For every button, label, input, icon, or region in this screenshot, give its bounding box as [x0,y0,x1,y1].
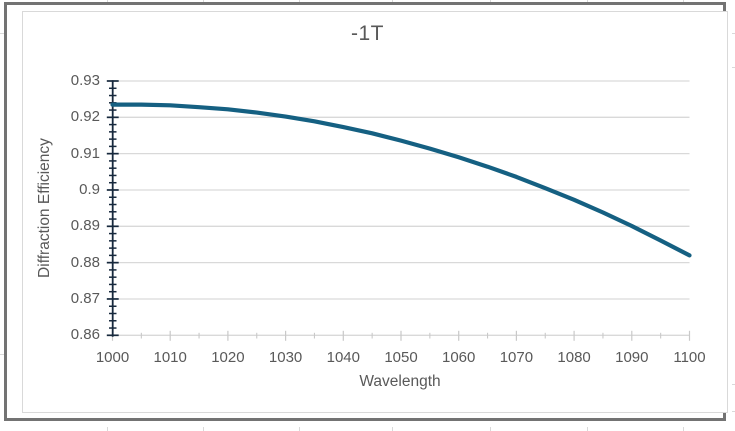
sheet-gridline-stub [683,427,684,431]
y-tick-label: 0.88 [70,253,100,271]
sheet-gridline-stub [587,427,588,431]
x-tick-label: 1060 [442,349,476,366]
sheet-gridline-stub [732,33,735,34]
sheet-gridline-stub [0,33,4,34]
y-tick-label: 0.91 [70,144,100,162]
sheet-gridline-stub [732,67,735,68]
y-tick-label: 0.93 [70,72,100,89]
y-tick-label: 0.89 [70,217,100,235]
x-tick-label: 1000 [95,349,130,366]
y-tick-label: 0.9 [79,180,100,198]
sheet-gridline-stub [587,0,588,2]
sheet-gridline-stub [683,0,684,2]
x-tick-label: 1090 [615,349,649,366]
y-tick-label: 0.87 [70,289,100,307]
x-tick-label: 1010 [153,349,187,366]
sheet-gridline-stub [490,427,491,431]
sheet-gridline-stub [107,0,108,2]
sheet-gridline-stub [490,0,491,2]
sheet-gridline-stub [107,427,108,431]
sheet-gridline-stub [299,0,300,2]
sheet-gridline-stub [203,427,204,431]
sheet-gridline-stub [732,411,735,412]
x-tick-label: 1070 [499,349,534,366]
x-tick-label: 1050 [384,349,418,366]
x-tick-label: 1030 [268,349,303,366]
y-tick-label: 0.86 [70,326,100,344]
x-tick-label: 1080 [557,349,591,366]
sheet-gridline-stub [299,427,300,431]
sheet-gridline-stub [203,0,204,2]
sheet-gridline-stub [392,427,393,431]
chart-plot-border [22,11,728,413]
x-axis-title: Wavelength [359,373,441,390]
sheet-gridline-stub [732,384,735,385]
sheet-gridline-stub [0,354,4,355]
sheet-gridline-stub [392,0,393,2]
y-tick-label: 0.92 [70,108,100,126]
x-tick-label: 1100 [673,349,706,366]
chart-title: -1T [351,22,384,45]
x-tick-label: 1020 [211,349,245,366]
x-tick-label: 1040 [326,349,360,366]
series-line--1T [110,102,692,258]
